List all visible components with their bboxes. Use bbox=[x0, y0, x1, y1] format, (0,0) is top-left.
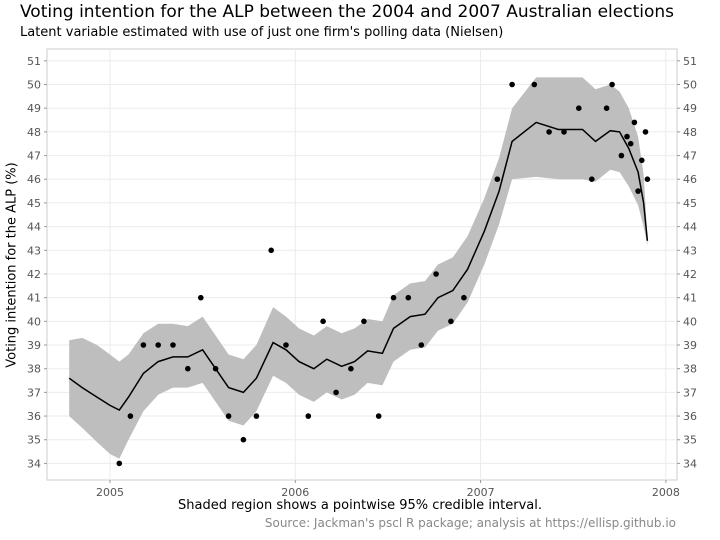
poll-point bbox=[624, 133, 630, 140]
poll-point bbox=[546, 129, 552, 135]
poll-point bbox=[603, 105, 610, 111]
y-tick-label-left: 38 bbox=[27, 363, 41, 376]
source-caption: Source: Jackman's pscl R package; analys… bbox=[264, 516, 676, 530]
x-axis-label: Shaded region shows a pointwise 95% cred… bbox=[177, 498, 543, 513]
poll-point bbox=[494, 176, 501, 182]
poll-point bbox=[390, 294, 397, 301]
y-tick-label-right: 49 bbox=[683, 102, 697, 115]
y-tick-label-left: 43 bbox=[27, 244, 41, 257]
y-tick-label-right: 38 bbox=[683, 363, 697, 376]
chart-title: Voting intention for the ALP between the… bbox=[20, 2, 674, 22]
x-tick-label: 2008 bbox=[652, 486, 680, 499]
poll-point bbox=[225, 413, 232, 419]
poll-point bbox=[627, 140, 634, 147]
y-tick-label-right: 50 bbox=[683, 79, 697, 92]
poll-point bbox=[639, 157, 645, 164]
latent-estimate-line bbox=[68, 121, 649, 412]
y-tick-label-left: 48 bbox=[27, 126, 41, 139]
y-tick-label-left: 47 bbox=[27, 150, 41, 163]
poll-point bbox=[185, 365, 191, 372]
poll-point bbox=[576, 105, 582, 111]
y-tick-label-right: 34 bbox=[683, 457, 697, 470]
x-tick-label: 2007 bbox=[467, 486, 495, 499]
poll-point bbox=[618, 152, 625, 159]
poll-point bbox=[642, 129, 649, 135]
poll-point bbox=[609, 81, 615, 88]
poll-point bbox=[140, 342, 147, 348]
poll-point bbox=[361, 318, 367, 325]
y-tick-label-left: 34 bbox=[27, 457, 41, 470]
y-tick-label-right: 41 bbox=[683, 292, 697, 305]
y-tick-label-right: 36 bbox=[683, 410, 697, 423]
credible-interval-band bbox=[69, 77, 648, 459]
y-tick-label-left: 50 bbox=[27, 79, 41, 92]
y-tick-label-right: 35 bbox=[683, 434, 697, 447]
y-tick-label-left: 37 bbox=[27, 386, 41, 399]
poll-point bbox=[116, 460, 123, 467]
y-tick-label-right: 42 bbox=[683, 268, 697, 281]
poll-point bbox=[433, 271, 439, 277]
chart-subtitle: Latent variable estimated with use of ju… bbox=[20, 25, 504, 40]
poll-point bbox=[333, 389, 339, 396]
y-tick-label-left: 46 bbox=[27, 173, 41, 186]
y-tick-label-right: 43 bbox=[683, 244, 697, 257]
y-tick-label-right: 44 bbox=[683, 221, 697, 234]
x-tick-label: 2006 bbox=[281, 486, 309, 499]
y-tick-label-left: 35 bbox=[27, 434, 41, 447]
poll-point bbox=[644, 176, 651, 182]
poll-point bbox=[348, 365, 354, 372]
poll-point bbox=[561, 129, 567, 135]
poll-point bbox=[212, 365, 219, 372]
poll-point bbox=[631, 119, 638, 126]
poll-point bbox=[320, 318, 326, 325]
poll-point bbox=[240, 436, 247, 443]
y-axis-label: Voting intention for the ALP (%) bbox=[4, 162, 20, 368]
poll-point bbox=[253, 413, 260, 419]
y-tick-label-left: 40 bbox=[27, 315, 41, 328]
poll-point bbox=[589, 176, 595, 182]
y-tick-label-left: 42 bbox=[27, 268, 41, 281]
poll-point bbox=[635, 188, 641, 194]
poll-point bbox=[127, 413, 134, 419]
y-tick-label-right: 51 bbox=[683, 55, 697, 68]
x-tick-label: 2005 bbox=[96, 486, 124, 499]
y-tick-label-left: 41 bbox=[27, 292, 41, 305]
poll-point bbox=[509, 81, 515, 88]
poll-points bbox=[116, 81, 651, 467]
poll-point bbox=[418, 342, 425, 348]
poll-point bbox=[170, 342, 176, 348]
y-tick-label-left: 49 bbox=[27, 102, 41, 115]
y-tick-label-right: 37 bbox=[683, 386, 697, 399]
y-tick-label-right: 39 bbox=[683, 339, 697, 352]
poll-point bbox=[375, 413, 382, 419]
poll-point bbox=[405, 294, 412, 301]
y-tick-label-right: 46 bbox=[683, 173, 697, 186]
poll-point bbox=[461, 294, 467, 301]
y-tick-label-right: 45 bbox=[683, 197, 697, 210]
poll-point bbox=[283, 342, 289, 348]
y-tick-label-left: 44 bbox=[27, 221, 41, 234]
y-tick-label-left: 39 bbox=[27, 339, 41, 352]
axis-ticks: 34 34 35 35 36 36 37 37 38 38 39 39 40 40 41 41 42 42 43 43… bbox=[27, 55, 697, 499]
y-tick-label-right: 40 bbox=[683, 315, 697, 328]
y-tick-label-left: 36 bbox=[27, 410, 41, 423]
y-tick-label-right: 48 bbox=[683, 126, 697, 139]
y-tick-label-left: 45 bbox=[27, 197, 41, 210]
y-tick-label-left: 51 bbox=[27, 55, 41, 68]
poll-point bbox=[448, 318, 454, 325]
poll-point bbox=[531, 81, 538, 88]
poll-point bbox=[155, 342, 161, 348]
poll-point bbox=[268, 247, 275, 254]
poll-point bbox=[198, 294, 204, 301]
poll-point bbox=[305, 413, 312, 419]
y-tick-label-right: 47 bbox=[683, 150, 697, 163]
